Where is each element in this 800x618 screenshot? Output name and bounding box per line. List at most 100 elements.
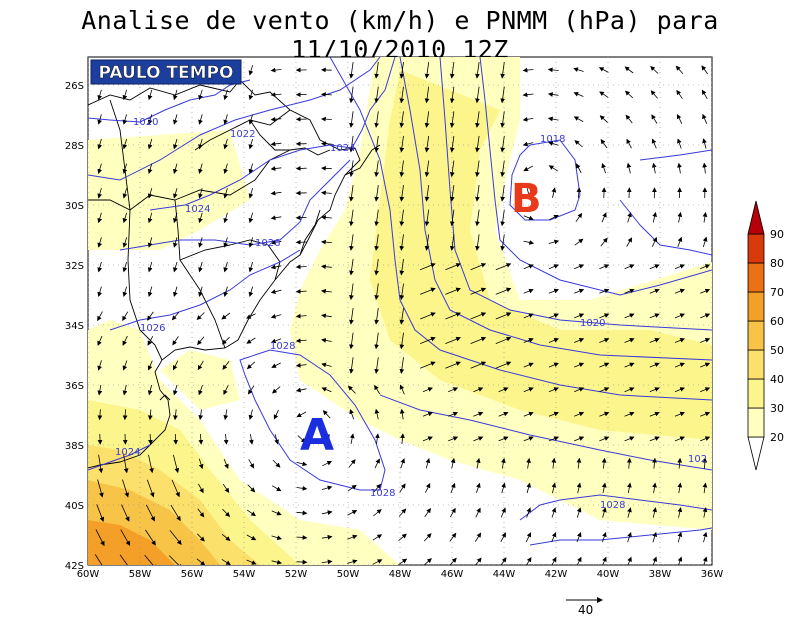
wind-arrow <box>448 387 459 393</box>
wind-arrow <box>551 507 557 518</box>
lat-tick-label: 32S <box>65 261 84 272</box>
wind-arrow <box>97 384 103 396</box>
wind-arrow <box>147 89 153 101</box>
wind-arrow <box>399 332 405 350</box>
wind-arrow <box>627 482 632 494</box>
wind-arrow <box>424 508 431 518</box>
wind-arrow <box>374 111 380 128</box>
wind-arrow <box>501 482 506 494</box>
isobar-label: 1020 <box>580 318 605 329</box>
wind-arrow <box>247 385 255 395</box>
wind-arrow <box>246 337 256 344</box>
wind-arrow <box>223 261 229 273</box>
wind-arrow <box>147 261 153 273</box>
wind-arrow <box>420 263 436 271</box>
wind-arrow <box>321 534 333 540</box>
wind-arrow <box>702 113 708 124</box>
wind-arrow <box>624 264 635 270</box>
wind-arrow <box>349 185 354 202</box>
wind-arrow <box>424 185 430 202</box>
wind-arrow <box>173 163 178 174</box>
wind-arrow <box>374 283 380 301</box>
wind-arrow <box>702 162 708 174</box>
wind-arrow <box>198 261 203 273</box>
wind-arrow <box>626 162 632 174</box>
wind-arrow <box>198 138 203 150</box>
wind-arrow <box>423 558 432 565</box>
wind-arrow <box>122 237 128 248</box>
lon-tick-label: 52W <box>285 569 308 580</box>
isobar-labels: 1020 1022 1024 1024 1026 1026 1028 1024 … <box>115 117 707 511</box>
wind-arrow <box>624 362 635 368</box>
wind-arrow <box>374 86 380 104</box>
wind-arrow <box>223 286 229 297</box>
wind-arrow <box>599 91 609 98</box>
wind-arrow <box>373 483 382 493</box>
wind-arrow <box>573 67 584 72</box>
wind-arrow <box>551 532 557 543</box>
wind-arrow <box>297 435 306 443</box>
wind-arrow <box>649 387 660 393</box>
wind-arrow <box>374 332 380 350</box>
wind-arrow <box>574 411 585 417</box>
wind-arrow <box>197 508 205 518</box>
wind-arrow <box>398 508 407 517</box>
wind-arrow <box>197 360 204 371</box>
wind-arrow <box>470 287 487 295</box>
wind-arrow <box>526 507 532 518</box>
wind-arrow <box>273 409 279 420</box>
wind-arrow <box>97 237 103 248</box>
wind-arrow <box>475 86 480 104</box>
lon-tick-label: 40W <box>597 569 620 580</box>
wind-arrow <box>523 387 534 393</box>
wind-arrow <box>147 409 153 421</box>
lon-tick-label: 58W <box>129 569 152 580</box>
wind-arrow <box>674 338 685 343</box>
wind-arrow <box>120 529 131 546</box>
wind-arrow <box>700 436 711 442</box>
wind-arrow <box>221 336 230 345</box>
wind-arrow <box>601 162 606 174</box>
wind-arrow <box>349 433 355 444</box>
wind-arrow <box>625 114 633 124</box>
wind-arrow <box>576 507 582 518</box>
wind-arrow <box>398 558 408 565</box>
wind-arrow <box>548 313 559 319</box>
colorbar-label: 40 <box>770 373 784 386</box>
wind-arrow <box>173 454 180 474</box>
wind-arrow <box>172 336 179 346</box>
lon-tick-label: 56W <box>181 569 204 580</box>
wind-arrow <box>198 458 204 470</box>
wind-arrow <box>449 185 455 202</box>
wind-arrow <box>424 62 430 79</box>
wind-arrow <box>173 261 178 273</box>
wind-arrow <box>470 263 487 271</box>
wind-arrow <box>324 433 330 444</box>
wind-arrow <box>627 531 632 543</box>
wind-arrow <box>445 336 461 344</box>
wind-arrow <box>400 458 405 469</box>
wind-arrow <box>173 114 178 125</box>
wind-arrow <box>97 311 103 322</box>
wind-arrow <box>599 264 610 270</box>
wind-arrow <box>624 288 635 294</box>
wind-arrow <box>223 433 229 445</box>
wind-arrow <box>122 409 128 421</box>
colorbar-segment <box>747 378 765 409</box>
wind-arrow <box>495 263 512 271</box>
lon-tick-label: 50W <box>337 569 360 580</box>
wind-arrow <box>652 556 658 565</box>
wind-arrow <box>548 338 559 343</box>
wind-arrow <box>450 457 456 469</box>
wind-arrow <box>295 264 307 270</box>
colorbar-segment <box>747 320 765 351</box>
wind-arrow <box>445 361 461 369</box>
wind-arrow <box>147 311 154 321</box>
wind-arrow <box>97 89 103 101</box>
wind-arrow <box>321 387 332 393</box>
wind-arrow <box>347 559 358 564</box>
wind-arrow <box>271 559 282 565</box>
wind-arrow <box>173 138 178 150</box>
wind-arrow <box>449 532 457 542</box>
wind-arrow <box>526 482 531 494</box>
